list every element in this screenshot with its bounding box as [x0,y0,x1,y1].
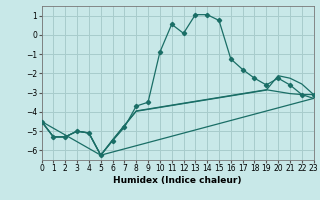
X-axis label: Humidex (Indice chaleur): Humidex (Indice chaleur) [113,176,242,185]
